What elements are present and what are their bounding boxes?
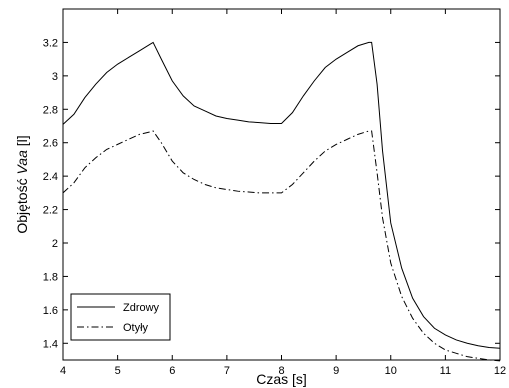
y-tick-label: 1.6 — [43, 305, 58, 317]
x-tick-label: 8 — [278, 365, 284, 377]
y-tick-label: 2 — [52, 238, 58, 250]
y-tick-label: 2.4 — [43, 171, 58, 183]
y-axis-title-prefix: Objętość — [14, 175, 30, 234]
legend: Zdrowy Otyły — [70, 293, 171, 341]
x-tick-label: 12 — [494, 365, 506, 377]
x-tick-label: 11 — [440, 365, 451, 377]
y-tick-label: 2.6 — [43, 138, 58, 150]
x-axis: 4 5 6 7 8 9 10 11 12 — [60, 9, 506, 377]
y-tick-label: 3.2 — [43, 37, 58, 49]
legend-box — [70, 293, 171, 341]
y-tick-label: 3 — [52, 71, 58, 83]
x-tick-label: 7 — [224, 365, 230, 377]
y-tick-label: 1.4 — [43, 338, 58, 350]
x-tick-label: 9 — [333, 365, 339, 377]
x-tick-label: 10 — [385, 365, 397, 377]
y-tick-label: 1.8 — [43, 271, 58, 283]
series-line-otyly — [62, 130, 501, 362]
y-tick-label: 2.8 — [43, 104, 58, 116]
y-axis-title-subscript: aa — [14, 150, 30, 166]
legend-label-zdrowy: Zdrowy — [123, 302, 160, 314]
series-line-zdrowy — [62, 41, 501, 349]
x-tick-label: 4 — [60, 365, 66, 377]
x-tick-label: 5 — [115, 365, 121, 377]
y-axis-title-suffix: [l] — [14, 135, 30, 150]
legend-label-otyly: Otyły — [123, 322, 149, 334]
y-axis: 1.4 1.6 1.8 2 2.2 2.4 2.6 2.8 3 3.2 — [43, 37, 500, 350]
y-axis-title-variable: V — [14, 164, 30, 175]
y-tick-label: 2.2 — [43, 205, 58, 217]
x-tick-label: 6 — [169, 365, 175, 377]
y-axis-title: Objętość Vaa [l] — [14, 135, 30, 233]
x-axis-title: Czas [s] — [256, 371, 307, 387]
series-group — [62, 41, 501, 362]
